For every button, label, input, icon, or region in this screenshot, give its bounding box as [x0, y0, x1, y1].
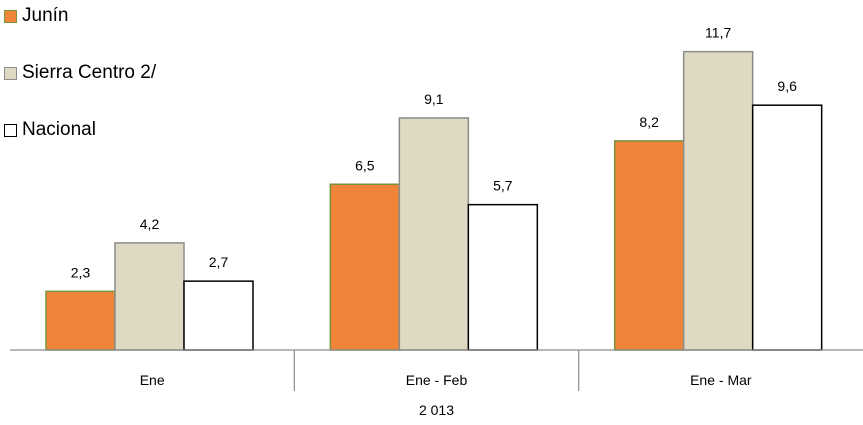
data-label-junin-ene-feb: 6,5	[355, 157, 375, 173]
data-label-sierra-centro-2-ene-feb: 9,1	[424, 91, 444, 107]
legend-swatch-sierra-centro	[4, 66, 17, 80]
bar-junin-ene-feb	[329, 183, 401, 351]
x-tick-label-ene: Ene	[140, 372, 165, 388]
bar-sierra-centro-2-ene	[114, 242, 185, 351]
data-label-junin-ene-mar: 8,2	[639, 114, 659, 130]
bar-junin-ene	[45, 290, 116, 351]
bar-nacional-ene-feb	[467, 203, 539, 351]
legend-label-sierra-centro: Sierra Centro 2/	[22, 62, 157, 83]
legend-item-sierra-centro: Sierra Centro 2/	[4, 61, 156, 85]
legend: Junín Sierra Centro 2/ Nacional	[4, 4, 156, 175]
bar-nacional-ene-mar	[751, 104, 823, 351]
legend-item-nacional: Nacional	[4, 118, 156, 142]
bar-sierra-centro-2-ene-feb	[398, 117, 470, 351]
bar-nacional-ene	[183, 280, 254, 351]
data-label-junin-ene: 2,3	[71, 264, 91, 280]
x-group-label: 2 013	[419, 402, 454, 418]
x-tick-label-ene-mar: Ene - Mar	[690, 372, 752, 388]
bar-sierra-centro-2-ene-mar	[682, 50, 754, 351]
legend-item-junin: Junín	[4, 4, 156, 28]
data-label-nacional-ene-feb: 5,7	[493, 178, 513, 194]
bar-junin-ene-mar	[613, 140, 685, 351]
legend-label-nacional: Nacional	[22, 119, 96, 140]
legend-label-junin: Junín	[22, 5, 69, 26]
x-tick-label-ene-feb: Ene - Feb	[406, 372, 468, 388]
legend-swatch-nacional	[4, 123, 17, 137]
data-label-sierra-centro-2-ene: 4,2	[140, 216, 160, 232]
data-label-nacional-ene: 2,7	[209, 254, 229, 270]
legend-swatch-junin	[4, 9, 17, 23]
data-label-sierra-centro-2-ene-mar: 11,7	[705, 25, 731, 41]
data-label-nacional-ene-mar: 9,6	[777, 78, 797, 94]
